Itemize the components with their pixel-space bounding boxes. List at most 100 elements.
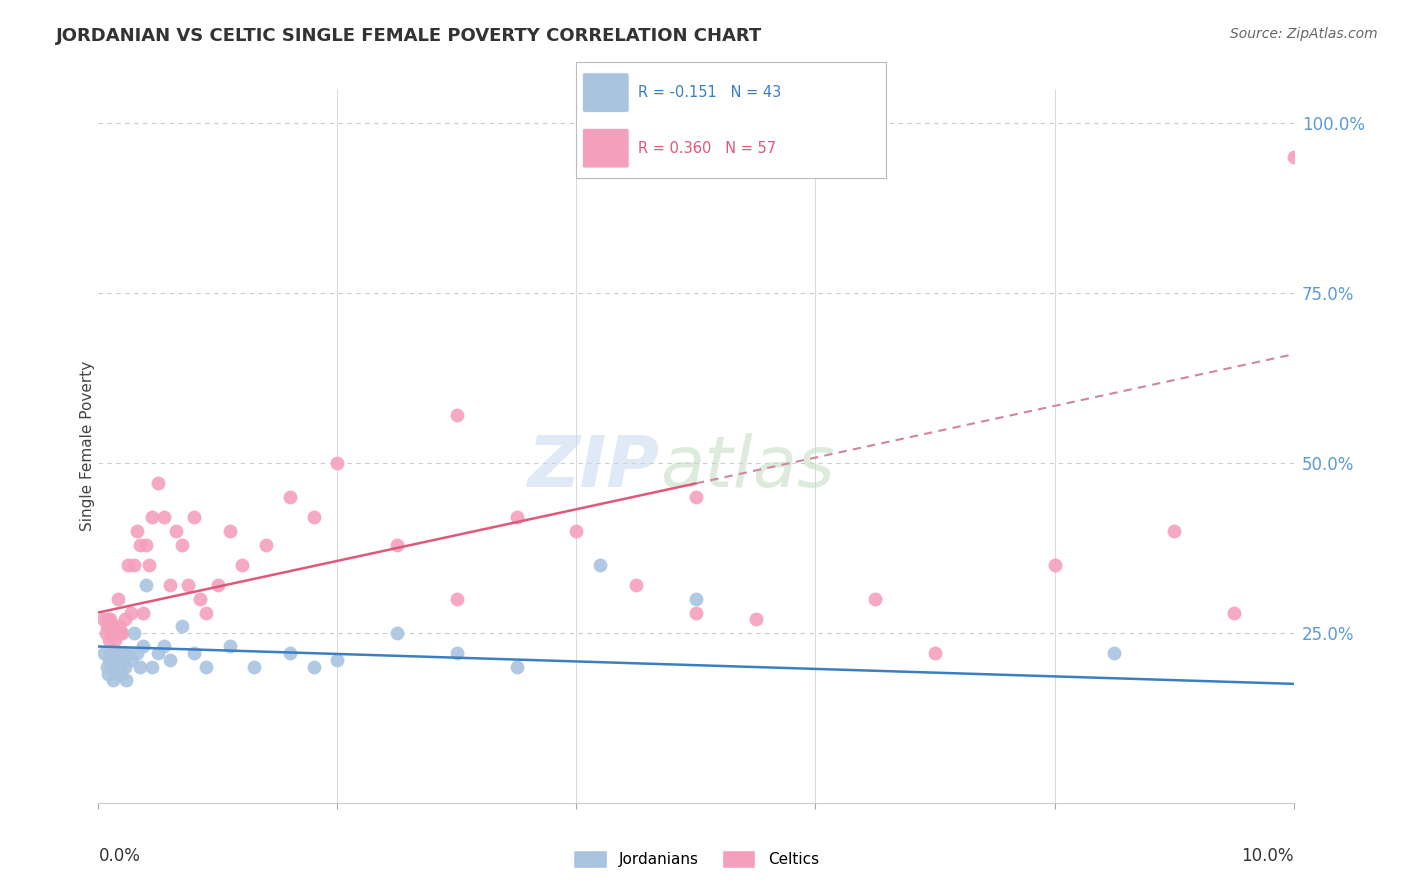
Point [745,612,768,626]
Point [115,673,138,688]
Point [219,640,242,654]
Point [131,606,153,620]
Point [100,660,122,674]
Point [446,646,468,660]
Point [302,660,325,674]
Point [96,660,118,674]
Point [125,646,148,660]
Point [105,660,128,674]
Point [124,558,146,572]
FancyBboxPatch shape [582,128,628,168]
Point [254,537,277,551]
Text: R = -0.151   N = 43: R = -0.151 N = 43 [638,85,782,100]
Point [98,632,121,647]
Point [101,673,124,688]
Point [207,578,229,592]
Point [172,537,194,551]
Point [153,510,176,524]
Point [98,612,122,626]
Point [141,660,163,674]
Point [446,409,468,423]
Point [148,476,170,491]
Point [98,646,122,660]
Point [94,626,117,640]
Point [129,660,152,674]
Point [589,558,612,572]
Point [153,640,176,654]
Point [243,660,266,674]
Point [138,558,160,572]
Point [135,578,157,592]
Point [195,660,218,674]
Point [103,646,125,660]
Text: 10.0%: 10.0% [1241,847,1294,865]
Legend: Jordanians, Celtics: Jordanians, Celtics [567,844,825,873]
Point [626,578,648,592]
Point [231,558,253,572]
Point [101,619,124,633]
Text: ZIP: ZIP [527,433,661,502]
Point [93,646,115,660]
Point [446,591,468,606]
Point [108,660,131,674]
Point [506,660,529,674]
FancyBboxPatch shape [582,73,628,112]
Point [177,578,200,592]
Point [1163,524,1185,538]
Point [326,653,349,667]
Point [1282,150,1305,164]
Point [924,646,946,660]
Point [165,524,187,538]
Point [141,510,163,524]
Point [107,619,129,633]
Point [385,537,409,551]
Point [110,646,132,660]
Point [104,632,127,647]
Point [195,606,218,620]
Point [1104,646,1126,660]
Point [111,626,134,640]
Point [129,537,152,551]
Point [1043,558,1066,572]
Point [117,646,139,660]
Point [302,510,325,524]
Point [111,653,134,667]
Point [120,653,142,667]
Point [685,490,707,504]
Point [183,646,205,660]
Point [117,558,139,572]
Point [326,456,349,470]
Point [278,646,301,660]
Point [103,653,125,667]
Point [124,626,146,640]
Point [105,646,128,660]
Point [565,524,588,538]
Point [110,666,132,681]
Point [98,653,121,667]
Point [108,626,131,640]
Point [96,619,118,633]
Point [112,646,135,660]
Point [865,591,887,606]
Text: 0.0%: 0.0% [98,847,141,865]
Point [685,591,707,606]
Point [148,646,170,660]
Point [104,646,127,660]
Y-axis label: Single Female Poverty: Single Female Poverty [80,361,94,531]
Point [120,606,142,620]
Point [114,660,136,674]
Text: R = 0.360   N = 57: R = 0.360 N = 57 [638,141,776,156]
Point [278,490,301,504]
Point [97,666,120,681]
Point [385,626,409,640]
Point [685,606,707,620]
Point [188,591,211,606]
Point [114,612,136,626]
Point [219,524,242,538]
Point [183,510,205,524]
Point [159,653,181,667]
Point [506,510,529,524]
Point [125,524,148,538]
Text: JORDANIAN VS CELTIC SINGLE FEMALE POVERTY CORRELATION CHART: JORDANIAN VS CELTIC SINGLE FEMALE POVERT… [56,27,762,45]
Text: Source: ZipAtlas.com: Source: ZipAtlas.com [1230,27,1378,41]
